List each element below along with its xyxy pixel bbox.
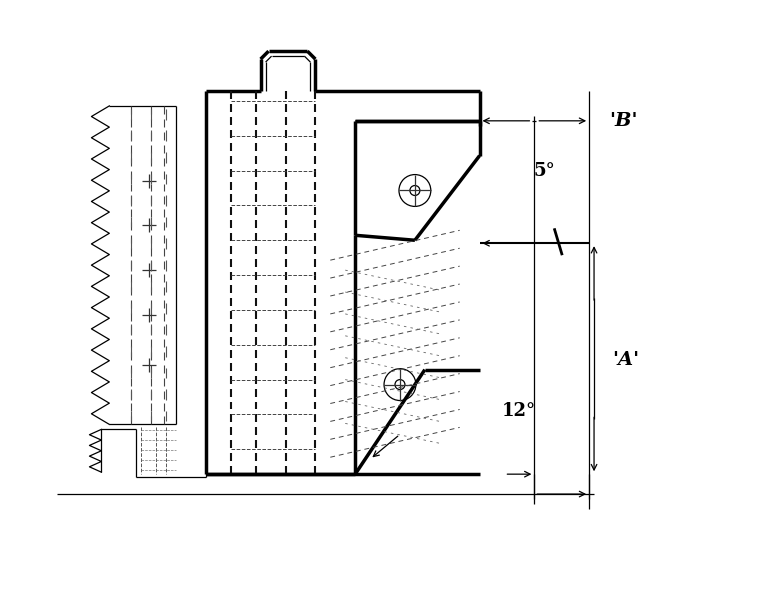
Text: 'A': 'A' (612, 350, 639, 369)
Text: 5°: 5° (533, 162, 555, 179)
Text: 'B': 'B' (609, 112, 637, 130)
Text: 12°: 12° (502, 403, 535, 420)
